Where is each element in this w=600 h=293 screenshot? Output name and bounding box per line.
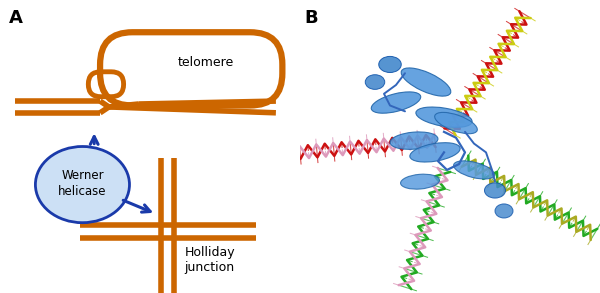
Ellipse shape: [495, 204, 513, 218]
Ellipse shape: [485, 183, 505, 198]
Ellipse shape: [454, 161, 494, 179]
Text: telomere: telomere: [178, 57, 234, 69]
Ellipse shape: [390, 132, 438, 149]
Ellipse shape: [401, 174, 439, 189]
Ellipse shape: [401, 68, 451, 96]
Ellipse shape: [371, 92, 421, 113]
Ellipse shape: [379, 56, 401, 73]
Ellipse shape: [410, 143, 460, 162]
Ellipse shape: [416, 107, 472, 127]
Text: Werner
helicase: Werner helicase: [58, 169, 107, 197]
Ellipse shape: [434, 113, 478, 134]
Text: B: B: [305, 9, 318, 27]
Text: Holliday
junction: Holliday junction: [184, 246, 235, 274]
Text: A: A: [9, 9, 23, 27]
Ellipse shape: [35, 146, 130, 223]
Ellipse shape: [365, 75, 385, 89]
